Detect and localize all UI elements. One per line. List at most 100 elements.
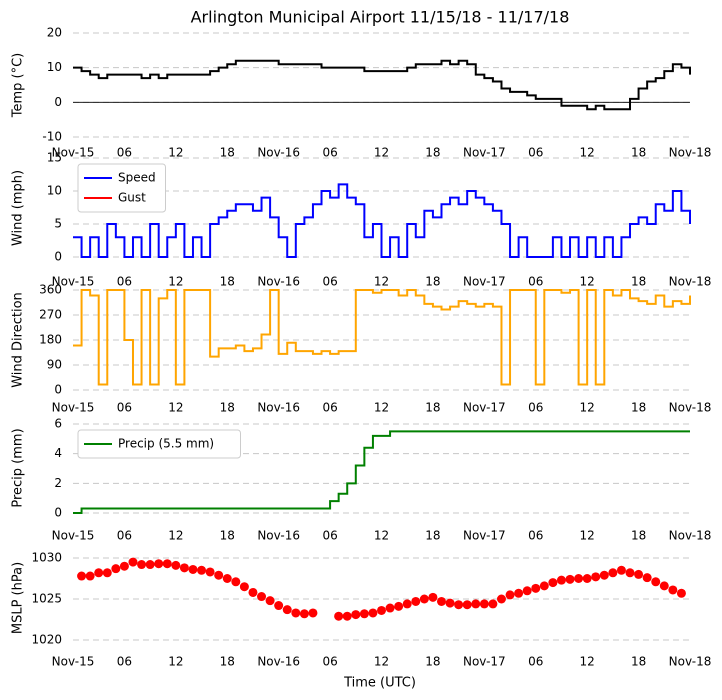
point (111, 564, 121, 574)
point (436, 596, 446, 606)
x-tick-label: 06 (528, 655, 543, 669)
y-axis-label: MSLP (hPa) (11, 562, 26, 634)
point (411, 596, 421, 606)
x-tick-label: 18 (220, 401, 235, 415)
y-tick-label: 4 (54, 446, 62, 460)
series-line (73, 59, 691, 111)
point (179, 563, 189, 573)
x-tick-label: Nov-15 (52, 146, 95, 160)
legend-label: Gust (118, 191, 146, 205)
x-tick-label: 12 (168, 529, 183, 543)
point (299, 609, 309, 619)
x-tick-label: Nov-17 (463, 275, 506, 289)
x-tick-label: 18 (220, 275, 235, 289)
x-tick-label: 12 (580, 146, 595, 160)
y-tick-label: 0 (54, 506, 62, 520)
y-tick-label: 90 (47, 358, 62, 372)
x-tick-label: Nov-18 (669, 275, 712, 289)
x-tick-label: 06 (117, 401, 132, 415)
y-tick-label: 2 (54, 476, 62, 490)
point (548, 578, 558, 588)
y-tick-label: 10 (47, 60, 62, 74)
point (642, 573, 652, 583)
point (634, 569, 644, 579)
x-axis-label: Time (UTC) (343, 676, 416, 691)
point (445, 598, 455, 608)
x-tick-label: 06 (528, 401, 543, 415)
legend-box (77, 163, 166, 213)
point (137, 560, 147, 570)
point (428, 592, 438, 602)
x-tick-label: 18 (631, 401, 646, 415)
x-tick-label: Nov-15 (52, 401, 95, 415)
legend-box (77, 429, 241, 459)
x-tick-label: 06 (117, 655, 132, 669)
x-tick-label: Nov-16 (257, 529, 300, 543)
point (582, 574, 592, 583)
point (565, 574, 575, 584)
point (359, 609, 369, 619)
x-tick-label: Nov-15 (52, 275, 95, 289)
y-tick-label: 0 (54, 383, 62, 397)
x-tick-label: Nov-18 (669, 529, 712, 543)
x-tick-label: 06 (117, 529, 132, 543)
x-tick-label: Nov-18 (669, 655, 712, 669)
x-tick-label: Nov-17 (463, 146, 506, 160)
point (419, 594, 429, 604)
x-tick-label: Nov-16 (257, 275, 300, 289)
x-tick-label: 12 (580, 529, 595, 543)
point (342, 611, 352, 621)
point (651, 577, 661, 587)
point (85, 571, 95, 581)
x-tick-label: Nov-17 (463, 401, 506, 415)
point (214, 570, 224, 580)
point (162, 559, 172, 569)
y-tick-label: 1020 (31, 633, 62, 647)
point (274, 601, 284, 611)
point (608, 568, 618, 578)
point (231, 577, 241, 587)
point (145, 560, 155, 570)
x-tick-label: 18 (220, 655, 235, 669)
x-tick-label: 06 (322, 146, 337, 160)
legend-label: Speed (118, 171, 156, 185)
x-tick-label: 06 (528, 275, 543, 289)
point (522, 586, 532, 596)
point (119, 561, 129, 571)
x-tick-label: 18 (425, 146, 440, 160)
point (531, 583, 541, 593)
point (539, 581, 549, 591)
y-tick-label: 5 (54, 217, 62, 231)
series-line (73, 289, 691, 386)
legend: Speed Gust (77, 163, 166, 213)
point (394, 601, 404, 611)
point (616, 565, 626, 575)
point (385, 603, 395, 613)
x-tick-label: 12 (168, 401, 183, 415)
point (368, 608, 378, 618)
point (77, 571, 87, 581)
x-tick-label: 12 (580, 275, 595, 289)
x-tick-label: 12 (374, 401, 389, 415)
x-tick-label: 18 (631, 529, 646, 543)
point (102, 568, 112, 578)
point (282, 605, 292, 615)
point (351, 610, 361, 620)
point (239, 582, 249, 592)
point (668, 585, 678, 595)
point (222, 574, 232, 583)
x-tick-label: 06 (322, 401, 337, 415)
x-tick-label: 06 (528, 529, 543, 543)
y-tick-label: 270 (39, 308, 62, 322)
point (556, 575, 566, 585)
x-tick-label: 06 (117, 146, 132, 160)
x-tick-label: Nov-16 (257, 401, 300, 415)
point (479, 599, 489, 609)
point (574, 574, 584, 583)
chart-title: Arlington Municipal Airport 11/15/18 - 1… (191, 8, 570, 27)
point (676, 588, 686, 598)
x-tick-label: 06 (322, 275, 337, 289)
x-tick-label: Nov-15 (52, 655, 95, 669)
point (334, 611, 344, 621)
